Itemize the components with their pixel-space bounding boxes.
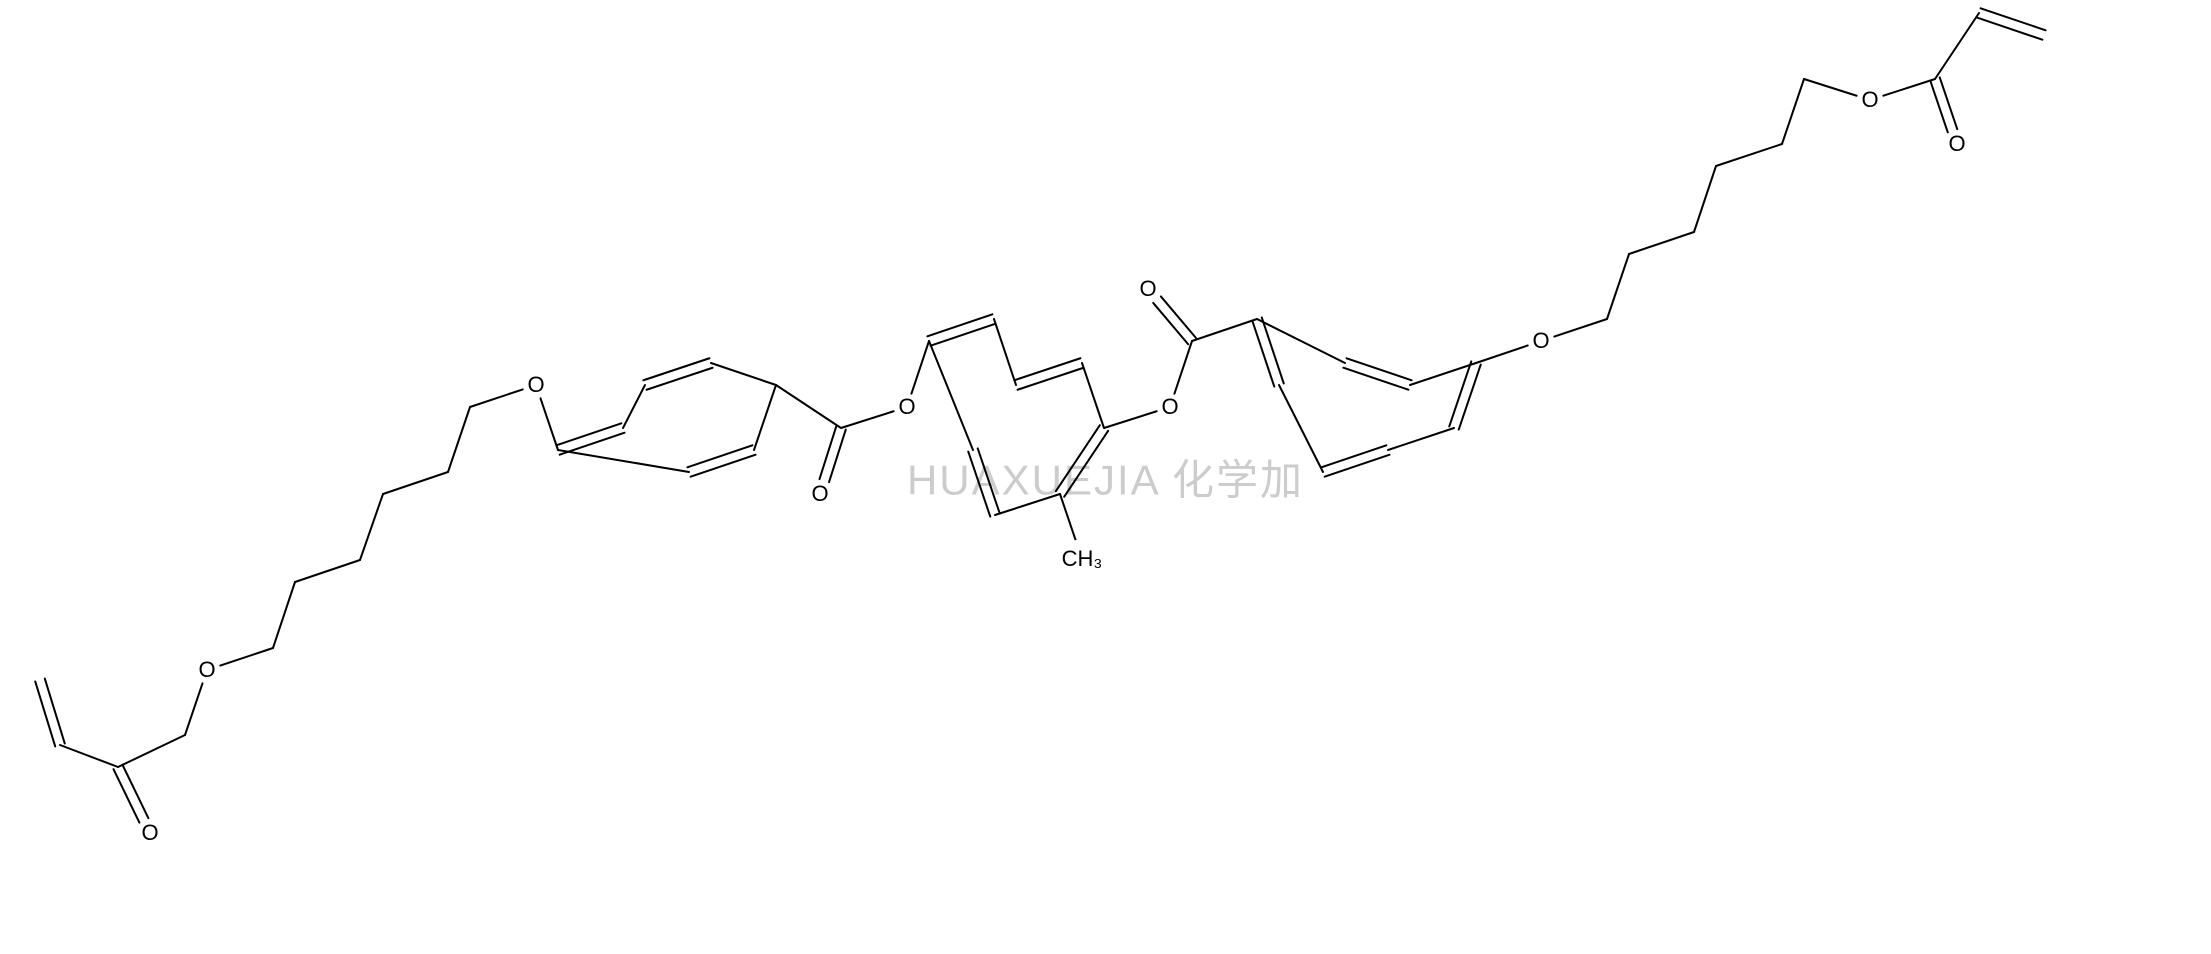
atom-label-O35: O [1139,276,1156,301]
atom-label-O42: O [1532,328,1549,353]
diagram-canvas: HUAXUEJIA 化学加 OOOOOOOOOOCH₃ [0,0,2211,954]
atom-label-O13: O [527,372,544,397]
atom-label-O6: O [198,657,215,682]
molecule-svg: O O O O O O O O O O CH₃ [0,0,2211,954]
atom-label-O1: O [141,820,158,845]
atom-label-O33: O [1161,394,1178,419]
atom-label-O23: O [898,394,915,419]
atom-label-O49: O [1861,87,1878,112]
atom-label-O22: O [811,481,828,506]
atom-label-O51: O [1948,131,1965,156]
atom-label-C30: CH₃ [1062,546,1103,571]
